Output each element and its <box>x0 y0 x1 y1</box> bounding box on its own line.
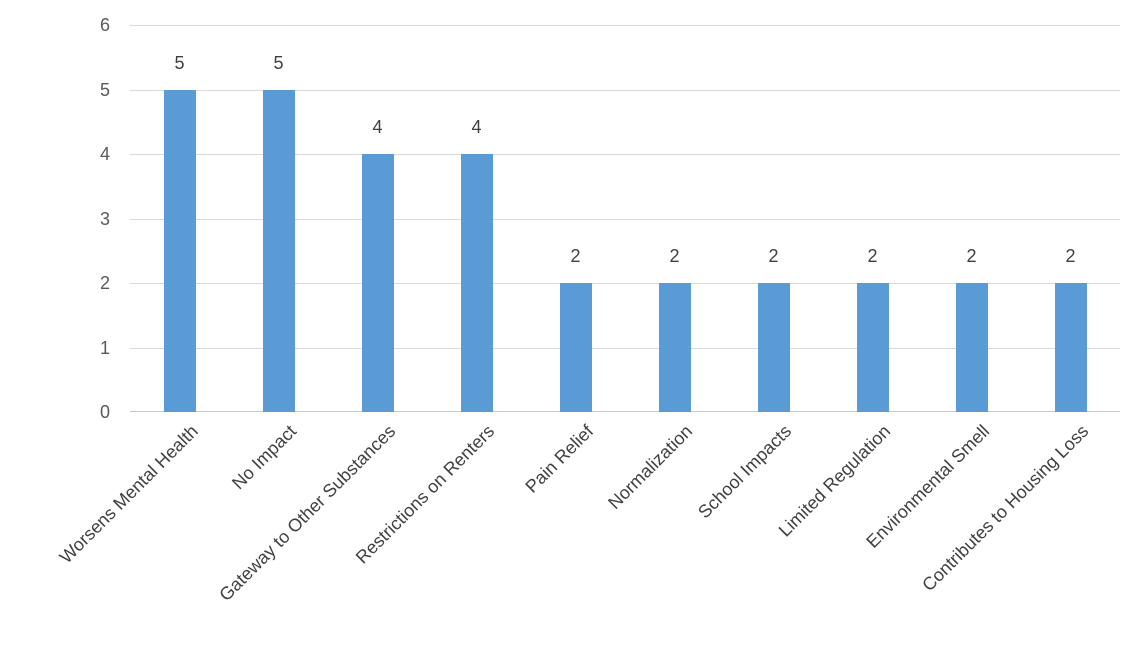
y-axis-tick-2: 2 <box>99 273 110 293</box>
y-axis-tick-0: 0 <box>99 402 110 422</box>
bar-contributes-to-housing-loss <box>1054 283 1087 412</box>
bar-limited-regulation <box>856 283 889 412</box>
y-axis-tick-4: 4 <box>99 144 110 164</box>
category-label-no-impact: No Impact <box>228 421 301 494</box>
category-label-contributes-to-housing-loss: Contributes to Housing Loss <box>918 421 1093 596</box>
category-label-pain-relief: Pain Relief <box>521 421 598 497</box>
gridline-y-4 <box>130 154 1120 155</box>
value-label-limited-regulation: 2 <box>867 246 878 266</box>
value-label-gateway-to-other-substances: 4 <box>372 117 383 137</box>
x-axis-line <box>130 411 1120 412</box>
y-axis-tick-6: 6 <box>99 15 110 35</box>
value-label-contributes-to-housing-loss: 2 <box>1065 246 1076 266</box>
bar-normalization <box>658 283 691 412</box>
bar-restrictions-on-renters <box>460 154 493 412</box>
bar-no-impact <box>262 89 295 412</box>
value-label-no-impact: 5 <box>273 52 284 73</box>
value-label-pain-relief: 2 <box>570 246 581 266</box>
gridline-y-1 <box>130 347 1120 349</box>
value-label-normalization: 2 <box>669 246 680 266</box>
category-label-gateway-to-other-substances: Gateway to Other Substances <box>215 421 400 605</box>
gridline-y-6 <box>130 25 1120 26</box>
value-label-restrictions-on-renters: 4 <box>471 117 482 137</box>
bar-environmental-smell <box>955 283 988 412</box>
bar-worsens-mental-health <box>163 89 196 412</box>
value-label-environmental-smell: 2 <box>966 246 977 266</box>
gridline-y-5 <box>130 89 1120 91</box>
category-label-school-impacts: School Impacts <box>694 421 796 523</box>
value-label-worsens-mental-health: 5 <box>174 52 185 73</box>
category-label-normalization: Normalization <box>604 421 697 513</box>
bar-gateway-to-other-substances <box>361 154 394 412</box>
gridline-y-2 <box>130 283 1120 284</box>
bar-school-impacts <box>757 283 790 412</box>
gridline-y-3 <box>130 218 1120 220</box>
plot-area: 5 5 4 4 2 2 2 2 2 2 <box>130 25 1120 412</box>
y-axis-tick-1: 1 <box>99 337 110 358</box>
bar-pain-relief <box>559 283 592 412</box>
value-label-school-impacts: 2 <box>768 246 779 266</box>
category-label-worsens-mental-health: Worsens Mental Health <box>55 421 202 568</box>
y-axis-tick-5: 5 <box>99 79 110 100</box>
y-axis-tick-3: 3 <box>99 208 110 229</box>
